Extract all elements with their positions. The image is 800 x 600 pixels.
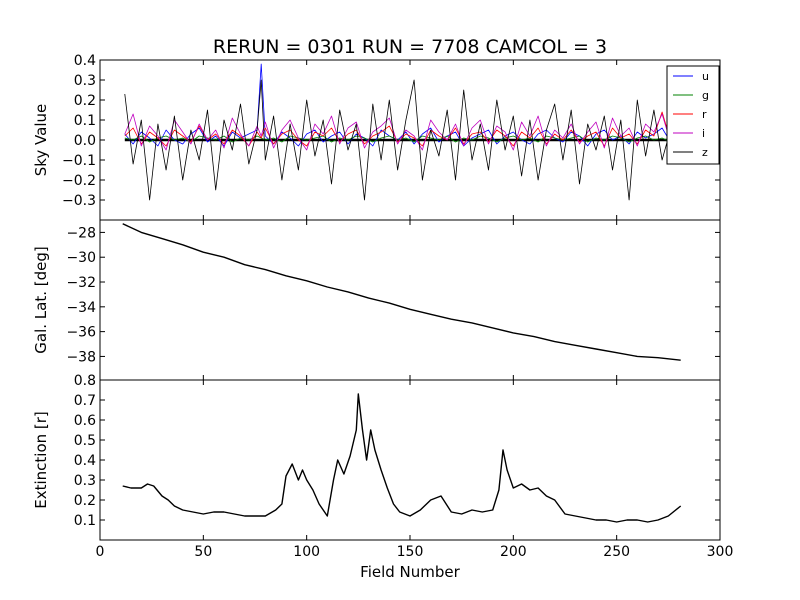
legend-label-z: z [702, 146, 708, 159]
sky-y-tick-label: 0.3 [74, 73, 96, 89]
gallat-y-tick-label: −34 [66, 300, 96, 316]
gallat-series-line [122, 223, 681, 361]
sky-series-z [124, 79, 679, 201]
gallat-data-lines [122, 223, 681, 361]
ext-y-tick-label: 0.2 [74, 493, 96, 509]
x-tick-label: 50 [194, 544, 212, 560]
ext-y-tick-label: 0.4 [74, 453, 96, 469]
gallat-y-tick-label: −30 [66, 250, 96, 266]
gallat-y-tick-label: −32 [66, 275, 96, 291]
ext-y-tick-label: 0.5 [74, 433, 96, 449]
ext-series-line [122, 393, 682, 523]
ext-y-tick-label: 0.3 [74, 473, 96, 489]
sky-y-tick-label: 0.0 [74, 133, 96, 149]
x-tick-label: 0 [96, 544, 105, 560]
chart-title: RERUN = 0301 RUN = 7708 CAMCOL = 3 [213, 36, 607, 58]
gallat-y-tick-label: −38 [66, 349, 96, 365]
x-tick-label: 250 [603, 544, 630, 560]
sky-y-tick-label: −0.1 [62, 153, 96, 169]
gallat-y-axis-label: Gal. Lat. [deg] [32, 246, 50, 353]
ext-y-tick-label: 0.7 [74, 393, 96, 409]
sky-y-tick-label: −0.2 [62, 173, 96, 189]
sky-series-i [124, 113, 680, 151]
sky-y-axis-label: Sky Value [32, 104, 50, 177]
ext-data-lines [122, 393, 682, 523]
legend-label-g: g [702, 89, 709, 102]
legend-label-i: i [702, 127, 705, 140]
ext-y-tick-label: 0.8 [74, 373, 96, 389]
extinction-panel: 0.1 0.2 0.3 0.4 0.5 0.6 0.7 0.8 Extinction [r] 0 5… [32, 373, 733, 560]
x-axis-label: Field Number [360, 563, 460, 581]
ext-y-tick-label: 0.6 [74, 413, 96, 429]
sky-data-lines [124, 63, 680, 201]
ext-y-tick-label: 0.1 [74, 513, 96, 529]
gallat-y-tick-label: −28 [66, 225, 96, 241]
x-tick-label: 100 [293, 544, 320, 560]
ext-y-axis-label: Extinction [r] [32, 411, 50, 509]
legend-label-r: r [702, 108, 707, 121]
x-tick-label: 200 [500, 544, 527, 560]
legend-label-u: u [702, 70, 709, 83]
sky-y-tick-label: 0.4 [74, 53, 96, 69]
sky-y-tick-label: 0.2 [74, 93, 96, 109]
gallat-y-tick-label: −36 [66, 325, 96, 341]
sky-series-r [124, 111, 679, 147]
sky-y-tick-label: −0.3 [62, 193, 96, 209]
legend-box [666, 65, 720, 165]
sky-series-g [124, 135, 679, 143]
sky-y-tick-label: 0.1 [74, 113, 96, 129]
x-tick-label: 300 [707, 544, 734, 560]
x-tick-label: 150 [397, 544, 424, 560]
